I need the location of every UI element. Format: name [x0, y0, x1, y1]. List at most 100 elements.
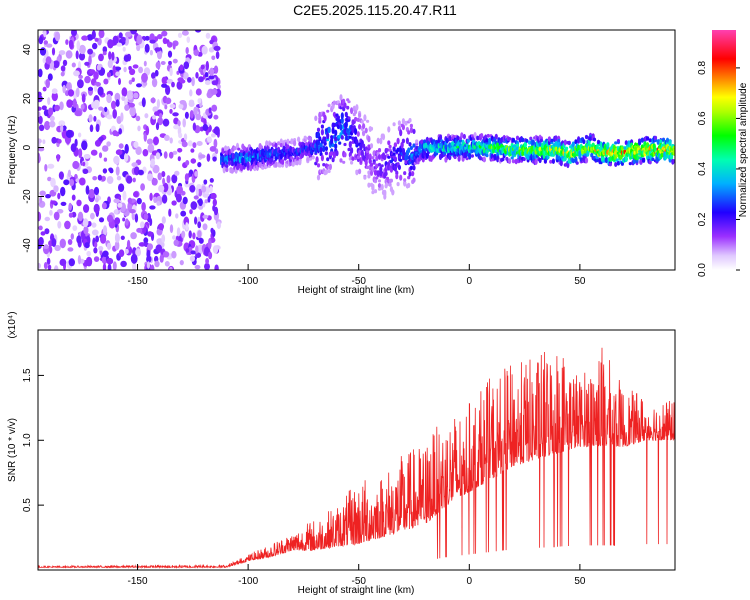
- noise-cell: [156, 49, 163, 60]
- ridge-cell: [584, 157, 589, 164]
- noise-cell: [90, 212, 95, 220]
- ridge-cell: [239, 149, 244, 153]
- ridge-cell: [669, 154, 674, 160]
- noise-cell: [152, 115, 156, 120]
- noise-cell: [87, 221, 92, 227]
- noise-cell: [149, 49, 153, 56]
- noise-cell: [71, 194, 76, 201]
- ridge-cell: [350, 160, 354, 165]
- ridge-cell: [380, 183, 384, 191]
- ridge-cell: [358, 112, 362, 118]
- ridge-cell: [408, 118, 412, 123]
- noise-cell: [76, 199, 82, 207]
- ridge-cell: [331, 143, 335, 148]
- ridge-cell: [408, 171, 412, 177]
- ridge-cell: [377, 162, 382, 167]
- ridge-cell: [656, 139, 660, 145]
- noise-cell: [192, 232, 196, 240]
- ridge-cell: [584, 134, 589, 140]
- noise-cell: [128, 79, 133, 85]
- ridge-cell: [343, 142, 347, 147]
- snr-x-ticks: -150 -100 -50 0 50: [128, 564, 586, 587]
- noise-cell: [149, 192, 153, 201]
- noise-cell: [78, 44, 86, 55]
- ridge-cell: [574, 139, 578, 145]
- noise-cell: [118, 32, 123, 39]
- noise-cell: [96, 64, 102, 71]
- noise-cell: [189, 185, 196, 193]
- y-tick-label: 20: [22, 93, 33, 105]
- ridge-cell: [399, 174, 403, 181]
- ridge-cell: [344, 111, 348, 118]
- ridge-cell: [354, 116, 358, 122]
- noise-cell: [125, 218, 129, 226]
- noise-cell: [165, 97, 172, 105]
- noise-cell: [72, 160, 80, 170]
- ridge-cell: [279, 143, 283, 148]
- ridge-cell: [222, 166, 226, 174]
- ridge-cell: [274, 142, 278, 149]
- noise-cell: [192, 142, 197, 149]
- noise-cell: [133, 92, 139, 99]
- noise-cell: [211, 104, 218, 112]
- noise-cell: [176, 227, 181, 237]
- ridge-cell: [642, 157, 646, 162]
- noise-cell: [83, 154, 91, 159]
- noise-cell: [120, 36, 126, 43]
- noise-cell: [93, 256, 100, 262]
- ridge-cell: [624, 155, 628, 162]
- noise-cell: [150, 158, 156, 167]
- ridge-cell: [355, 139, 359, 145]
- noise-cell: [144, 43, 150, 53]
- ridge-cell: [575, 161, 579, 165]
- ridge-cell: [571, 158, 575, 164]
- ridge-cell: [332, 152, 336, 159]
- noise-cell: [112, 261, 117, 270]
- ridge-cell: [511, 137, 516, 143]
- noise-cell: [154, 69, 159, 77]
- noise-cell: [70, 143, 77, 153]
- ridge-cell: [316, 127, 321, 132]
- noise-cell: [168, 208, 172, 217]
- ridge-cell: [411, 171, 415, 177]
- spectrogram-heatmap: [38, 30, 675, 270]
- noise-cell: [50, 200, 57, 205]
- noise-cell: [147, 143, 155, 153]
- noise-cell: [38, 124, 45, 132]
- noise-cell: [212, 245, 219, 254]
- noise-cell: [94, 99, 100, 108]
- ridge-cell: [592, 137, 597, 142]
- noise-cell: [75, 50, 79, 60]
- ridge-cell: [608, 162, 613, 167]
- noise-cell: [118, 143, 124, 149]
- ridge-cell: [478, 156, 482, 161]
- noise-cell: [60, 65, 66, 72]
- noise-cell: [88, 114, 93, 123]
- noise-cell: [138, 66, 144, 74]
- noise-cell: [118, 249, 125, 257]
- ridge-cell: [369, 170, 374, 176]
- noise-cell: [177, 156, 181, 162]
- ridge-cell: [388, 182, 392, 187]
- noise-cell: [171, 174, 178, 184]
- noise-cell: [201, 185, 207, 193]
- noise-cell: [175, 193, 182, 203]
- noise-cell: [60, 186, 66, 197]
- noise-cell: [60, 71, 65, 77]
- noise-cell: [189, 209, 193, 215]
- ridge-cell: [665, 137, 670, 143]
- ridge-cell: [334, 136, 338, 142]
- noise-cell: [75, 178, 81, 183]
- noise-cell: [60, 124, 64, 133]
- ridge-cell: [539, 138, 544, 143]
- ridge-cell: [501, 157, 505, 162]
- ridge-cell: [311, 156, 315, 160]
- noise-cell: [195, 245, 199, 254]
- noise-cell: [67, 239, 73, 245]
- snr-y-ticks: 0.5 1.0 1.5: [22, 368, 44, 512]
- noise-cell: [197, 98, 202, 104]
- ridge-cell: [367, 135, 371, 143]
- noise-cell: [161, 194, 168, 204]
- colorbar-tick-label: 0.2: [697, 212, 708, 226]
- noise-cell: [130, 253, 138, 264]
